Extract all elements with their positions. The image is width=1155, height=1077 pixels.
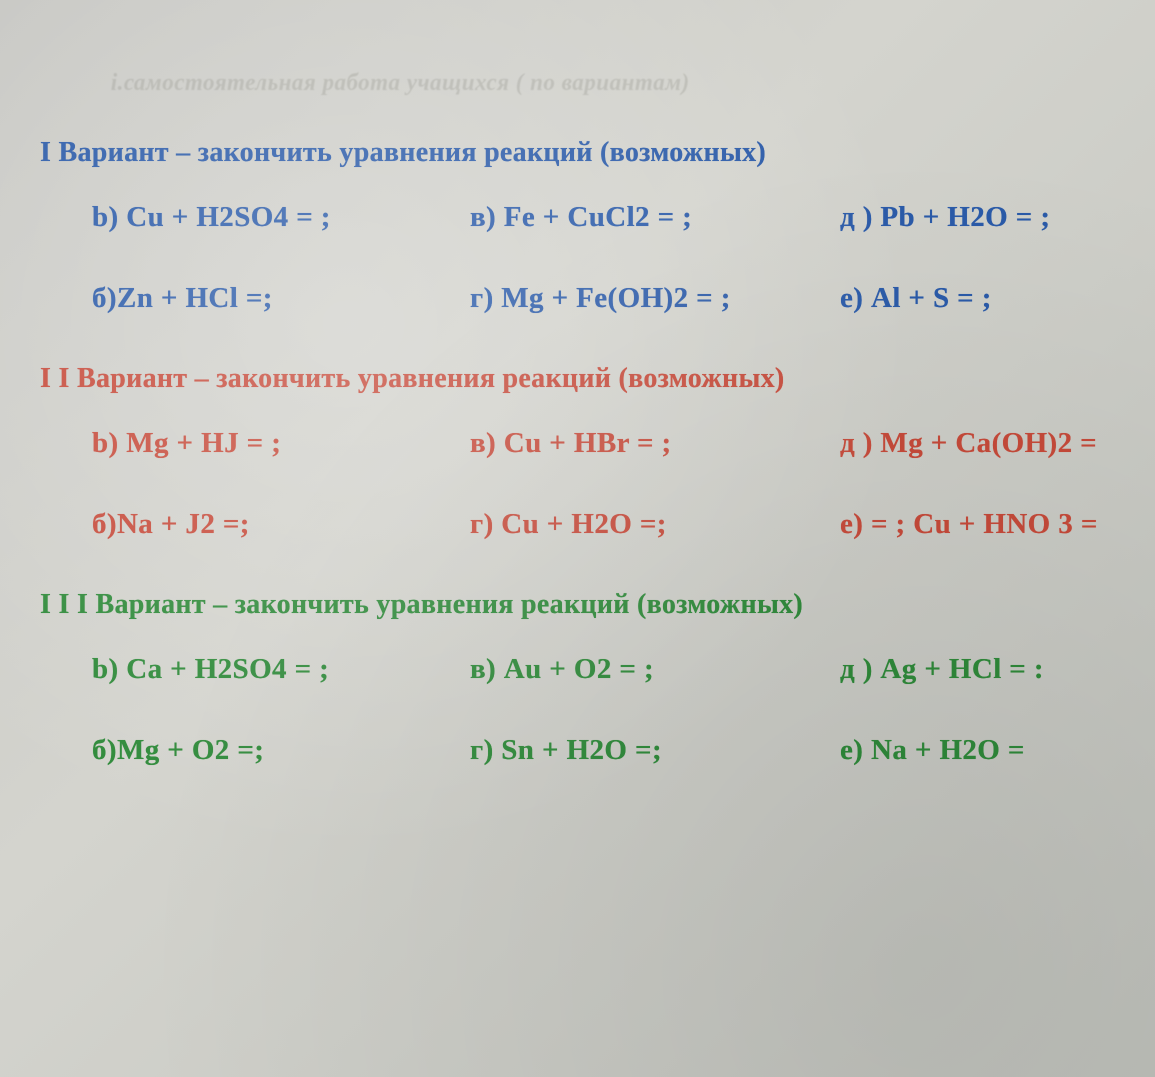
variant-2-header: I I Вариант – закончить уравнения реакци… [40,363,1125,395]
equation-cell: в) Fe + CuCl2 = ; [470,201,840,234]
equation-cell: е) Na + H2O = [840,734,1025,767]
variant-1-header: I Вариант – закончить уравнения реакций … [40,137,1125,169]
equation-cell: д ) Mg + Ca(OH)2 = [840,427,1097,460]
variant-2-row-2: б)Na + J2 =; г) Cu + H2O =; е) = ; Cu + … [92,508,1125,541]
equation-cell: г) Sn + H2O =; [470,734,840,767]
equation-cell: д ) Pb + H2O = ; [840,201,1050,234]
variant-1-row-2: б)Zn + HCl =; г) Mg + Fe(OH)2 = ; е) Al … [92,282,1125,315]
variant-3-row-1: b) Ca + H2SO4 = ; в) Au + O2 = ; д ) Ag … [92,653,1125,686]
variant-3-row-2: б)Mg + O2 =; г) Sn + H2O =; е) Na + H2O … [92,734,1125,767]
equation-cell: б)Zn + HCl =; [92,282,470,315]
equation-cell: г) Cu + H2O =; [470,508,840,541]
variant-2-row-1: b) Mg + HJ = ; в) Cu + HBr = ; д ) Mg + … [92,427,1125,460]
equation-cell: е) = ; Cu + HNO 3 = [840,508,1098,541]
equation-cell: b) Ca + H2SO4 = ; [92,653,470,686]
equation-cell: б)Mg + O2 =; [92,734,470,767]
equation-cell: е) Al + S = ; [840,282,992,315]
variant-1-row-1: b) Cu + H2SO4 = ; в) Fe + CuCl2 = ; д ) … [92,201,1125,234]
equation-cell: b) Cu + H2SO4 = ; [92,201,470,234]
worksheet-faded-title: i.самостоятельная работа учащихся ( по в… [111,70,1105,97]
equation-cell: b) Mg + HJ = ; [92,427,470,460]
equation-cell: в) Au + O2 = ; [470,653,840,686]
equation-cell: г) Mg + Fe(OH)2 = ; [470,282,840,315]
equation-cell: б)Na + J2 =; [92,508,470,541]
equation-cell: д ) Ag + HCl = : [840,653,1044,686]
equation-cell: в) Cu + HBr = ; [470,427,840,460]
variant-3-header: I I I Вариант – закончить уравнения реак… [40,589,1125,621]
